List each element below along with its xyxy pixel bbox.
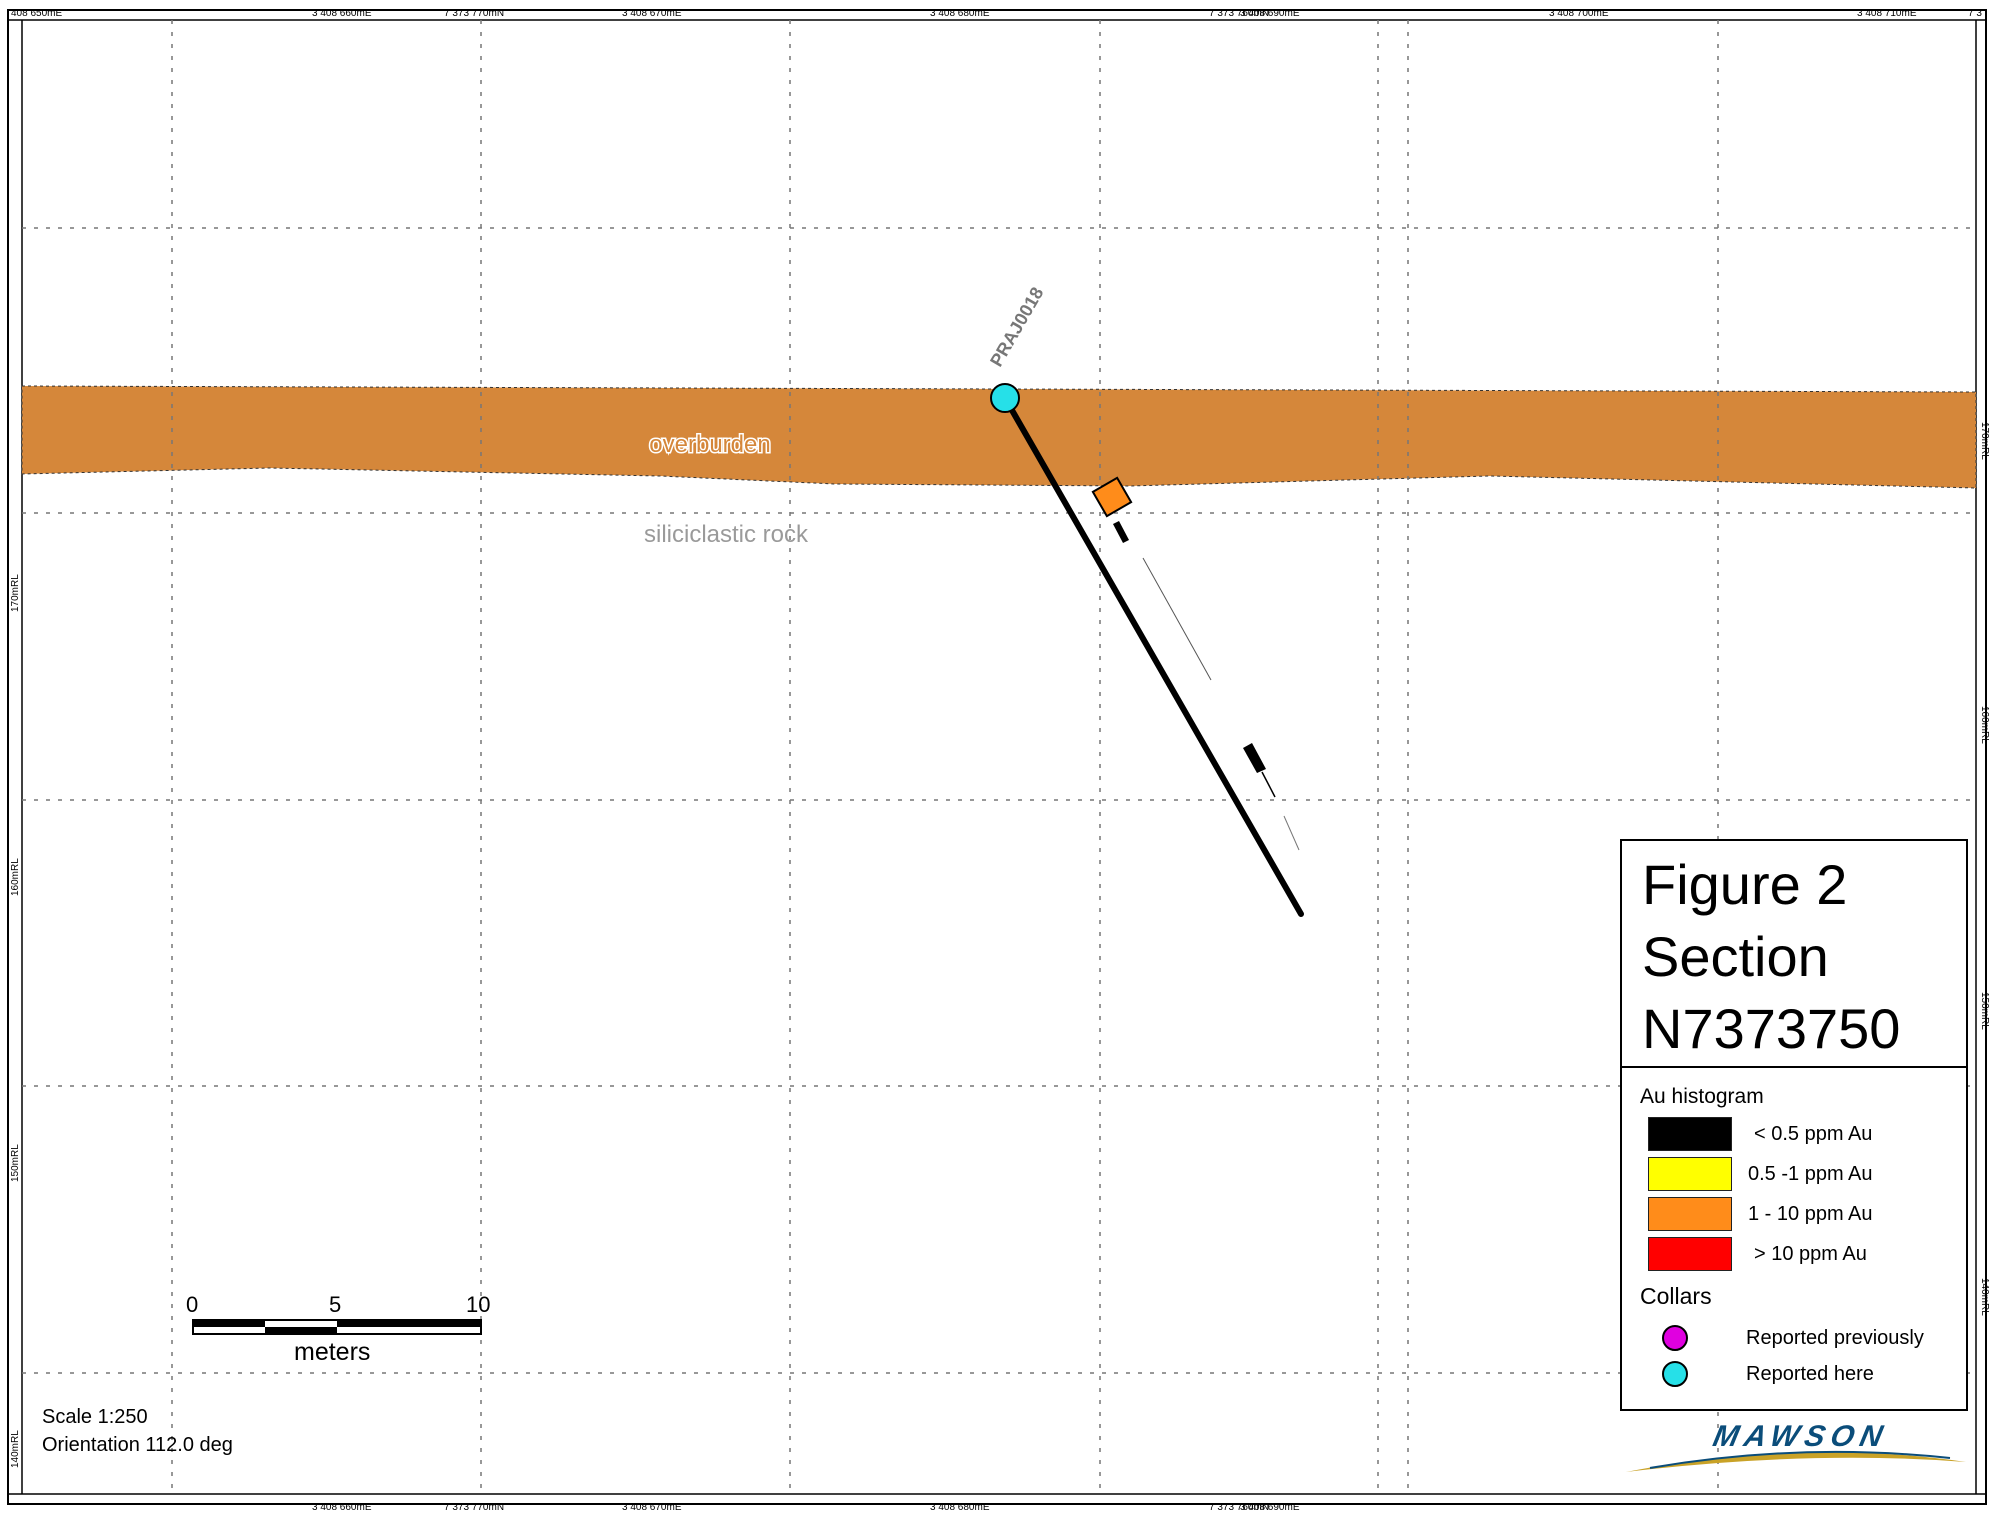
- bottom-label: 7 373 770mN: [444, 1502, 504, 1513]
- hole-id-label: PRAJ0018: [986, 284, 1047, 370]
- legend-swatch-yellow: [1648, 1157, 1732, 1191]
- legend-divider: [1622, 1066, 1966, 1068]
- top-label: 7 3: [1968, 8, 1982, 19]
- legend-swatch-black: [1648, 1117, 1732, 1151]
- scale-tick-10: 10: [466, 1292, 491, 1317]
- rl-label: 140mRL: [1979, 1278, 1990, 1316]
- bottom-label: 7 373 760mN: [1209, 1502, 1269, 1513]
- top-coordinate-labels: 408 650mE 3 408 660mE 7 373 770mN 3 408 …: [11, 8, 1982, 19]
- rock-label: siliciclastic rock: [644, 521, 809, 548]
- right-rl-labels: 170mRL 160mRL 150mRL 140mRL: [1979, 422, 1990, 1316]
- legend-label: 1 - 10 ppm Au: [1748, 1203, 1873, 1225]
- au-histogram-sliver: [1283, 815, 1300, 851]
- scale-tick-5: 5: [329, 1292, 342, 1317]
- rl-label: 170mRL: [1979, 422, 1990, 460]
- figure-title-line: N7373750: [1642, 997, 1901, 1060]
- legend-label: 0.5 -1 ppm Au: [1748, 1163, 1873, 1185]
- legend-label: Reported here: [1746, 1363, 1874, 1385]
- scale-bar-seg3: [337, 1320, 481, 1327]
- legend-panel: Figure 2 Section N7373750 Au histogram <…: [1620, 839, 1968, 1411]
- top-label: 3 408 700mE: [1549, 8, 1609, 19]
- legend-label: < 0.5 ppm Au: [1754, 1123, 1873, 1145]
- scale-bar-seg2: [265, 1327, 337, 1334]
- legend-collar-previous: Reported previously: [1642, 1323, 1952, 1355]
- top-label: 408 650mE: [11, 8, 62, 19]
- logo-text: MAWSON: [1710, 1420, 1891, 1453]
- top-label: 7 373 770mN: [444, 8, 504, 19]
- top-label: 7 373 760mN: [1209, 8, 1269, 19]
- bottom-label: 3 408 690mE: [1240, 1502, 1300, 1513]
- legend-swatch-red: [1648, 1237, 1732, 1271]
- legend-label: > 10 ppm Au: [1754, 1243, 1867, 1265]
- au-histogram-sliver: [1142, 557, 1212, 681]
- scale-tick-0: 0: [186, 1292, 199, 1317]
- scale-bar-seg1: [193, 1320, 265, 1327]
- legend-item-gt-10: > 10 ppm Au: [1648, 1237, 1948, 1273]
- top-label: 3 408 690mE: [1240, 8, 1300, 19]
- collar-here-icon: [1662, 1361, 1688, 1387]
- bottom-coordinate-labels: 3 408 660mE 7 373 770mN 3 408 670mE 3 40…: [312, 1502, 1300, 1513]
- logo-swoosh: [1626, 1452, 1966, 1472]
- rl-label: 140mRL: [10, 1430, 21, 1468]
- au-histogram-bar: [1243, 743, 1266, 773]
- rl-label: 150mRL: [1979, 992, 1990, 1030]
- au-histogram-bar-orange: [1091, 476, 1133, 518]
- orientation-text: Orientation 112.0 deg: [42, 1434, 233, 1456]
- left-rl-labels: 170mRL 160mRL 150mRL 140mRL: [10, 574, 21, 1468]
- grid: [22, 20, 1976, 1494]
- au-histogram-sliver: [1261, 771, 1276, 798]
- top-label: 3 408 710mE: [1857, 8, 1917, 19]
- top-label: 3 408 670mE: [622, 8, 682, 19]
- legend-item-lt-0-5: < 0.5 ppm Au: [1648, 1117, 1948, 1153]
- overburden-layer: [21, 385, 1977, 489]
- au-histogram-bar: [1113, 521, 1129, 543]
- map-frame: [7, 9, 1987, 1505]
- figure-title-line: Section: [1642, 925, 1829, 988]
- legend-item-0-5-1: 0.5 -1 ppm Au: [1648, 1157, 1948, 1193]
- legend-item-1-10: 1 - 10 ppm Au: [1648, 1197, 1948, 1233]
- rl-label: 160mRL: [1979, 706, 1990, 744]
- overburden-label: overburden: [649, 431, 770, 458]
- top-label: 3 408 680mE: [930, 8, 990, 19]
- figure-title-line: Figure 2: [1642, 853, 1848, 916]
- scale-text: Scale 1:250: [42, 1406, 148, 1428]
- collar-previous-icon: [1662, 1325, 1688, 1351]
- top-label: 3 408 660mE: [312, 8, 372, 19]
- rl-label: 170mRL: [10, 574, 21, 612]
- bottom-label: 3 408 670mE: [622, 1502, 682, 1513]
- legend-label: Reported previously: [1746, 1327, 1924, 1349]
- legend-swatch-orange: [1648, 1197, 1732, 1231]
- mawson-logo: MAWSON: [1620, 1412, 1968, 1480]
- drill-hole-trace: [1002, 395, 1304, 917]
- figure-title: Figure 2 Section N7373750: [1642, 849, 1900, 1065]
- au-histogram-heading: Au histogram: [1640, 1085, 1764, 1108]
- rl-label: 150mRL: [10, 1144, 21, 1182]
- mawson-logo-graphic: MAWSON: [1626, 1420, 1966, 1472]
- legend-collar-here: Reported here: [1642, 1359, 1952, 1391]
- rl-label: 160mRL: [10, 858, 21, 896]
- collars-heading: Collars: [1640, 1283, 1712, 1309]
- bottom-label: 3 408 680mE: [930, 1502, 990, 1513]
- scale-unit: meters: [294, 1338, 371, 1366]
- collar-marker: [990, 383, 1020, 413]
- logo-swoosh-blue: [1649, 1450, 1951, 1469]
- scale-bar: [192, 1319, 482, 1335]
- bottom-label: 3 408 660mE: [312, 1502, 372, 1513]
